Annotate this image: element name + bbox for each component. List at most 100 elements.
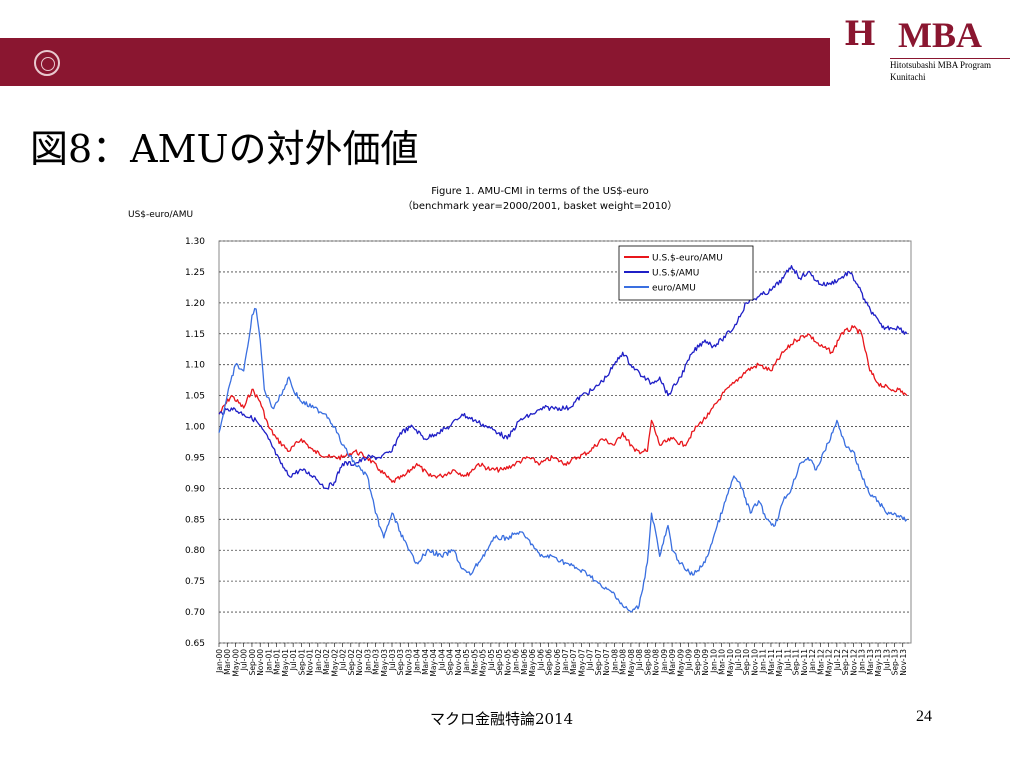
x-tick-label: Sep-00 bbox=[248, 649, 257, 676]
x-tick-label: May-03 bbox=[380, 649, 389, 677]
x-tick-label: Jul-06 bbox=[536, 649, 545, 672]
x-tick-label: Jan-06 bbox=[512, 649, 521, 674]
x-tick-label: Jan-11 bbox=[759, 649, 768, 674]
x-tick-label: Jul-03 bbox=[388, 649, 397, 672]
x-tick-label: May-01 bbox=[281, 649, 290, 677]
x-tick-label: Nov-13 bbox=[899, 649, 908, 676]
logo-mark: H bbox=[844, 14, 876, 54]
university-seal-icon bbox=[34, 50, 60, 76]
y-tick-label: 1.25 bbox=[185, 268, 205, 278]
x-tick-label: Nov-10 bbox=[750, 649, 759, 676]
x-tick-label: Mar-09 bbox=[668, 649, 677, 675]
x-tick-label: May-05 bbox=[479, 649, 488, 677]
x-tick-label: Mar-12 bbox=[816, 649, 825, 675]
x-tick-label: Nov-05 bbox=[503, 649, 512, 676]
legend-label: euro/AMU bbox=[652, 284, 696, 294]
y-tick-label: 0.95 bbox=[185, 453, 205, 463]
x-tick-label: Jul-07 bbox=[586, 649, 595, 672]
legend-label: U.S.$-euro/AMU bbox=[652, 254, 723, 264]
page-number: 24 bbox=[916, 708, 932, 725]
y-tick-label: 0.85 bbox=[185, 515, 205, 525]
chart-subtitle: （benchmark year=2000/2001, basket weight… bbox=[402, 201, 678, 212]
x-tick-label: Sep-08 bbox=[643, 649, 652, 676]
x-tick-label: Mar-03 bbox=[372, 649, 381, 675]
logo-divider bbox=[890, 58, 1010, 59]
program-logo bbox=[830, 10, 1024, 90]
logo-name: MBA bbox=[898, 15, 982, 55]
x-tick-label: Sep-01 bbox=[297, 649, 306, 676]
x-tick-label: Jul-05 bbox=[487, 649, 496, 672]
x-tick-label: Jul-13 bbox=[882, 649, 891, 672]
x-tick-label: May-04 bbox=[429, 649, 438, 677]
y-tick-label: 0.90 bbox=[185, 484, 205, 494]
line-chart: 1.30 1.25 1.20 1.15 1.10 1.05 1.00 0.95 0.90 0.85… bbox=[185, 237, 912, 677]
logo-location: Kunitachi bbox=[890, 72, 926, 82]
x-tick-label: Sep-02 bbox=[347, 649, 356, 676]
legend-label: U.S.$/AMU bbox=[652, 269, 699, 279]
y-tick-label: 1.05 bbox=[185, 392, 205, 402]
x-tick-label: May-00 bbox=[231, 649, 240, 677]
chart-title-block: Figure 1. AMU-CMI in terms of the US$-eu… bbox=[380, 184, 700, 214]
logo-subtitle: Hitotsubashi MBA Program bbox=[890, 60, 992, 70]
x-tick-label: Jan-04 bbox=[413, 649, 422, 674]
x-tick-label: May-06 bbox=[528, 649, 537, 677]
x-tick-label: Mar-08 bbox=[619, 649, 628, 675]
x-tick-label: Jul-11 bbox=[783, 649, 792, 672]
x-tick-label: Jan-10 bbox=[709, 649, 718, 674]
x-tick-label: Jan-01 bbox=[264, 649, 273, 674]
x-tick-label: Nov-07 bbox=[602, 649, 611, 676]
x-tick-label: Mar-13 bbox=[866, 649, 875, 675]
x-tick-label: Jan-12 bbox=[808, 649, 817, 674]
y-tick-label: 1.15 bbox=[185, 330, 205, 340]
x-tick-label: Nov-00 bbox=[256, 649, 265, 676]
x-tick-label: Sep-11 bbox=[792, 649, 801, 676]
x-tick-label: Sep-09 bbox=[693, 649, 702, 676]
x-tick-label: Mar-06 bbox=[520, 649, 529, 675]
y-axis-label: US$-euro/AMU bbox=[128, 210, 194, 220]
x-tick-label: Mar-00 bbox=[223, 649, 232, 675]
x-tick-label: May-13 bbox=[874, 649, 883, 677]
x-tick-label: Nov-04 bbox=[454, 649, 463, 676]
x-tick-label: Jul-12 bbox=[833, 649, 842, 672]
x-tick-label: Jan-05 bbox=[462, 649, 471, 674]
x-tick-label: Jul-10 bbox=[734, 649, 743, 672]
x-tick-label: Jul-04 bbox=[437, 649, 446, 672]
x-tick-label: Mar-07 bbox=[569, 649, 578, 675]
x-tick-label: Sep-05 bbox=[495, 649, 504, 676]
x-tick-label: May-02 bbox=[330, 649, 339, 677]
y-tick-label: 1.20 bbox=[185, 299, 205, 309]
x-tick-label: May-10 bbox=[726, 649, 735, 677]
series-line-2 bbox=[218, 265, 908, 490]
x-tick-label: Jul-09 bbox=[685, 649, 694, 672]
x-tick-label: Nov-06 bbox=[553, 649, 562, 676]
x-tick-label: Jan-08 bbox=[610, 649, 619, 674]
y-tick-label: 0.70 bbox=[185, 608, 205, 618]
x-tick-label: Jul-08 bbox=[635, 649, 644, 672]
series-line-3 bbox=[218, 307, 908, 613]
x-tick-label: Sep-06 bbox=[545, 649, 554, 676]
x-tick-label: Nov-08 bbox=[652, 649, 661, 676]
x-tick-label: Jan-13 bbox=[858, 649, 867, 674]
x-tick-label: Mar-10 bbox=[718, 649, 727, 675]
x-tick-label: Nov-11 bbox=[800, 649, 809, 676]
x-tick-label: Jul-02 bbox=[339, 649, 348, 672]
x-tick-label: Jan-00 bbox=[215, 649, 224, 674]
x-tick-label: Nov-12 bbox=[849, 649, 858, 676]
series-line-1 bbox=[218, 325, 908, 484]
x-tick-label: Jan-02 bbox=[314, 649, 323, 674]
chart-title: Figure 1. AMU-CMI in terms of the US$-eu… bbox=[431, 186, 649, 197]
x-tick-label: Mar-04 bbox=[421, 649, 430, 675]
y-tick-label: 0.65 bbox=[185, 639, 205, 649]
x-tick-label: Mar-05 bbox=[470, 649, 479, 675]
x-tick-label: Nov-02 bbox=[355, 649, 364, 676]
x-tick-label: Mar-11 bbox=[767, 649, 776, 675]
x-tick-label: May-09 bbox=[676, 649, 685, 677]
y-tick-label: 1.00 bbox=[185, 423, 205, 433]
x-tick-label: Mar-01 bbox=[273, 649, 282, 675]
x-tick-label: Jan-09 bbox=[660, 649, 669, 674]
slide-footer: マクロ金融特論2014 bbox=[430, 710, 574, 728]
x-tick-label: Sep-07 bbox=[594, 649, 603, 676]
y-tick-label: 0.80 bbox=[185, 546, 205, 556]
x-tick-label: May-07 bbox=[577, 649, 586, 677]
plot-frame bbox=[218, 240, 912, 644]
